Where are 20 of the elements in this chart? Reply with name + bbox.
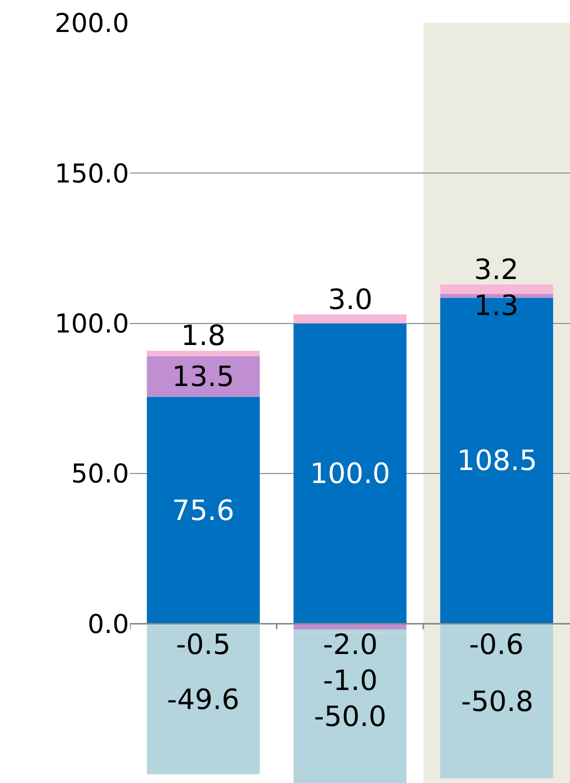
data-label: 13.5	[172, 360, 234, 393]
y-tick-label: 150.0	[54, 159, 129, 190]
y-tick-label: 0.0	[88, 610, 129, 640]
data-label: -2.0	[323, 628, 378, 661]
data-label: -49.6	[167, 683, 240, 716]
data-label: 3.0	[328, 283, 373, 316]
y-tick-label: 100.0	[54, 310, 129, 340]
data-label: 3.2	[474, 253, 519, 286]
y-tick-label: 50.0	[71, 460, 129, 490]
data-label: 75.6	[172, 494, 234, 527]
data-label: -50.8	[461, 685, 534, 718]
data-label: 108.5	[457, 444, 538, 477]
data-label: 1.3	[474, 289, 519, 322]
data-label: -50.0	[314, 700, 386, 733]
data-label: -0.6	[469, 628, 524, 661]
data-label: -1.0	[323, 664, 378, 697]
data-label: 1.8	[181, 319, 226, 352]
data-label: -0.5	[176, 628, 231, 661]
y-tick-label: 200.0	[54, 9, 129, 40]
data-label: 100.0	[310, 457, 390, 490]
